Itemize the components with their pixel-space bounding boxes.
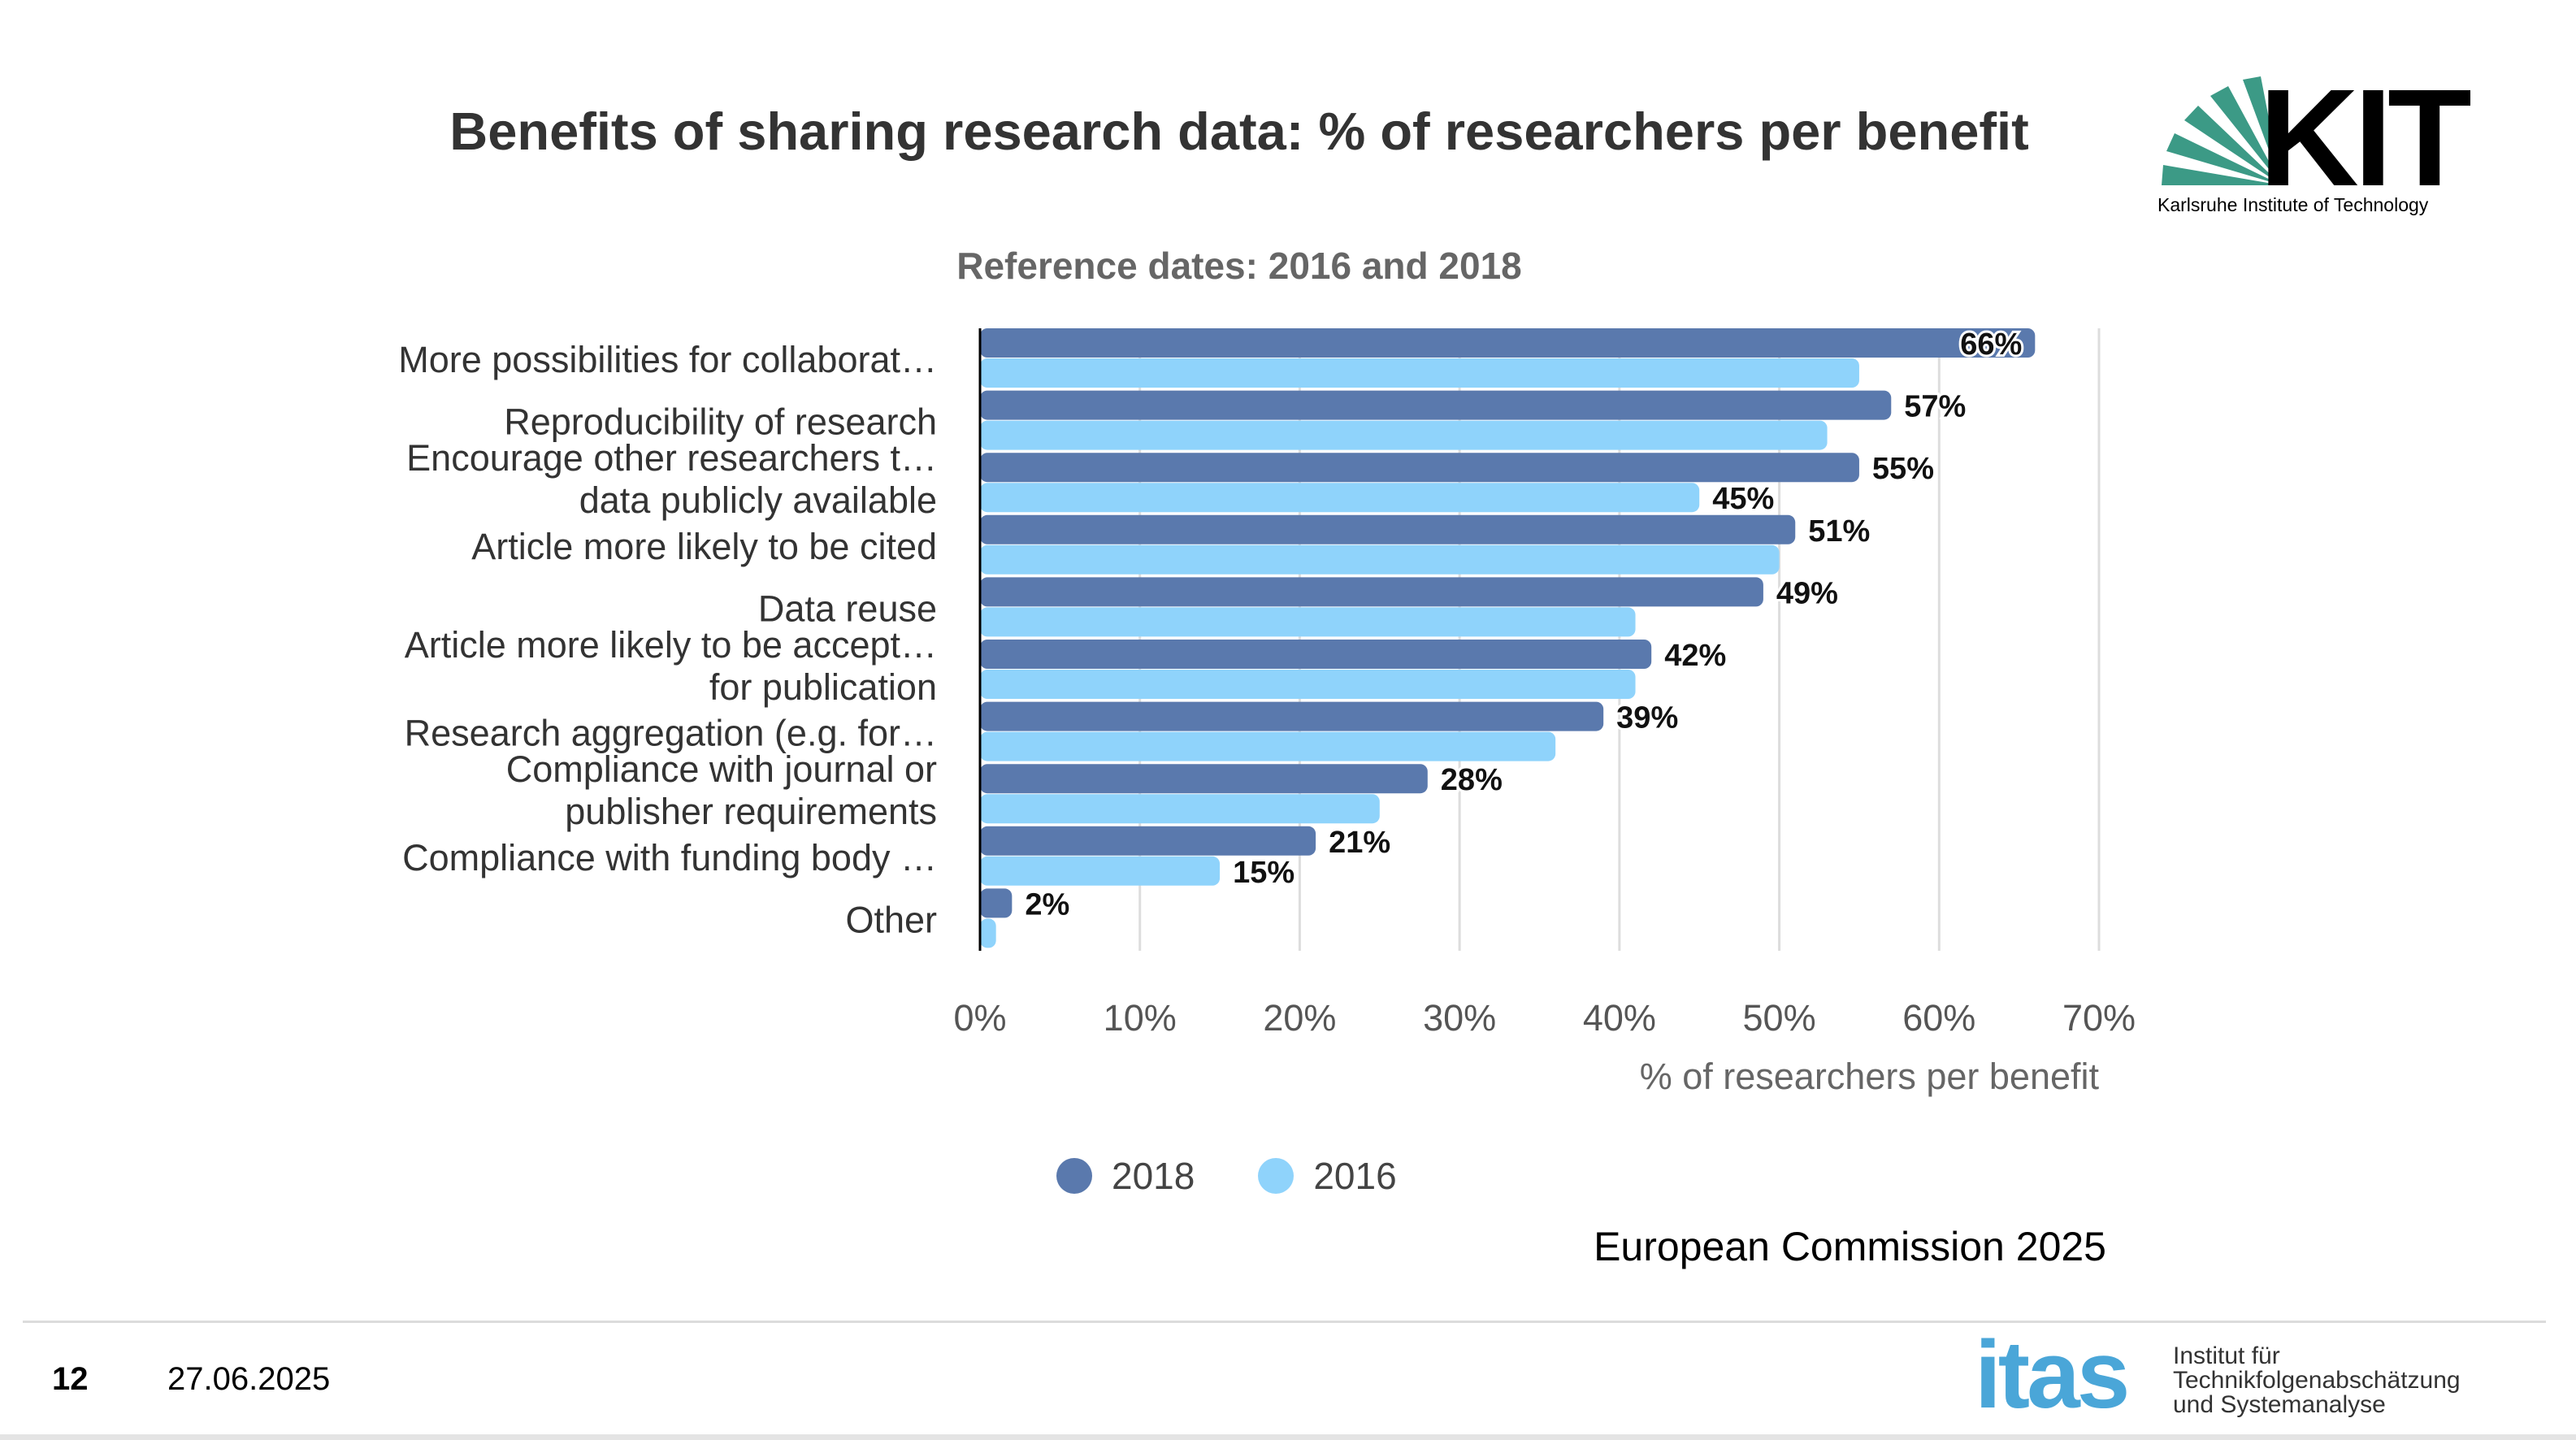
page-number: 12 xyxy=(52,1361,89,1397)
bar[interactable] xyxy=(980,514,1796,544)
itas-caption-line-3: und Systemanalyse xyxy=(2173,1391,2386,1418)
category-label: Compliance with funding body … xyxy=(402,837,937,878)
bar[interactable] xyxy=(980,483,1700,513)
kit-logo-caption: Karlsruhe Institute of Technology xyxy=(2158,194,2429,215)
itas-caption-line-1: Institut für xyxy=(2173,1342,2280,1369)
bars xyxy=(980,328,2036,948)
category-label: Other xyxy=(845,899,937,940)
bar-value-label: 15% xyxy=(1233,856,1295,890)
itas-caption-line-2: Technikfolgenabschätzung xyxy=(2173,1367,2461,1394)
kit-logo-text: KIT xyxy=(2259,72,2470,215)
x-tick-label: 20% xyxy=(1263,997,1336,1039)
category-label: Article more likely to be cited xyxy=(471,526,937,567)
bar-value-label: 28% xyxy=(1441,763,1503,797)
bar[interactable] xyxy=(980,764,1428,794)
bar-value-label: 49% xyxy=(1776,576,1838,610)
bar[interactable] xyxy=(980,420,1828,450)
itas-logo: itas Institut für Technikfolgenabschätzu… xyxy=(1975,1326,2461,1424)
bar[interactable] xyxy=(980,544,1780,575)
chart-title: Benefits of sharing research data: % of … xyxy=(449,102,2029,161)
bar[interactable] xyxy=(980,731,1556,761)
bar[interactable] xyxy=(980,390,1892,420)
bar[interactable] xyxy=(980,670,1636,699)
data-labels: 66% 57% 55% 45% 51% 49% 42% 39% 28% 21% 15% 2% xyxy=(1022,325,2024,924)
bar[interactable] xyxy=(980,918,996,948)
bar-chart: 66% 57% 55% 45% 51% 49% 42% 39% 28% 21% 15% 2% More… xyxy=(398,325,2136,1097)
x-tick-label: 60% xyxy=(1902,997,1975,1039)
bar-value-label: 2% xyxy=(1025,887,1069,922)
category-label: data publicly available xyxy=(579,479,937,521)
bar[interactable] xyxy=(980,888,1013,918)
x-axis-title: % of researchers per benefit xyxy=(1640,1056,2100,1097)
bar-value-label: 55% xyxy=(1872,452,1934,486)
bar-value-label: 21% xyxy=(1329,826,1390,860)
category-label: Encourage other researchers t… xyxy=(406,437,937,479)
legend-2016-label: 2016 xyxy=(1313,1155,1397,1197)
bar[interactable] xyxy=(980,577,1763,607)
bar[interactable] xyxy=(980,856,1221,886)
category-label: Data reuse xyxy=(758,588,937,629)
legend-2018-dot-icon xyxy=(1056,1158,1092,1194)
bar[interactable] xyxy=(980,358,1859,388)
bar[interactable] xyxy=(980,453,1859,483)
kit-logo-fan-icon xyxy=(2162,76,2282,185)
itas-logo-text: itas xyxy=(1975,1326,2127,1424)
x-tick-label: 40% xyxy=(1583,997,1656,1039)
category-label: for publication xyxy=(709,666,937,708)
bar-value-label: 66% xyxy=(1960,327,2022,362)
category-label: Article more likely to be accept… xyxy=(405,624,937,666)
bar[interactable] xyxy=(980,640,1652,669)
legend-item-2018[interactable]: 2018 xyxy=(1056,1154,1195,1198)
bottom-bar xyxy=(0,1434,2576,1440)
legend-item-2016[interactable]: 2016 xyxy=(1258,1154,1397,1198)
category-label: publisher requirements xyxy=(565,791,937,832)
bar[interactable] xyxy=(980,826,1316,856)
bar-value-label: 42% xyxy=(1664,639,1726,673)
bar-value-label: 51% xyxy=(1808,514,1870,549)
x-tick-label: 50% xyxy=(1743,997,1816,1039)
bar-value-label: 39% xyxy=(1616,701,1678,735)
bar[interactable] xyxy=(980,701,1604,731)
chart-legend: 2018 2016 xyxy=(1056,1154,1397,1198)
footer-divider xyxy=(23,1321,2546,1323)
category-label: More possibilities for collaborat… xyxy=(398,339,937,380)
bar[interactable] xyxy=(980,794,1380,824)
category-label: Compliance with journal or xyxy=(506,748,937,790)
page-date: 27.06.2025 xyxy=(167,1361,331,1397)
bar-value-label: 57% xyxy=(1904,390,1966,424)
x-tick-labels: 0% 10% 20% 30% 40% 50% 60% 70% xyxy=(953,997,2136,1039)
x-tick-label: 10% xyxy=(1104,997,1177,1039)
category-label: Research aggregation (e.g. for… xyxy=(405,713,937,754)
category-labels: More possibilities for collaborat… Reprod… xyxy=(398,339,937,940)
x-tick-label: 0% xyxy=(953,997,1006,1039)
bar-value-label: 45% xyxy=(1712,482,1774,516)
legend-2018-label: 2018 xyxy=(1112,1155,1195,1197)
bar[interactable] xyxy=(980,607,1636,637)
chart-subtitle: Reference dates: 2016 and 2018 xyxy=(956,245,1522,287)
kit-logo: KIT Karlsruhe Institute of Technology xyxy=(2158,72,2470,215)
x-tick-label: 30% xyxy=(1423,997,1496,1039)
x-tick-label: 70% xyxy=(2062,997,2136,1039)
bar[interactable] xyxy=(980,328,2036,358)
source-citation: European Commission 2025 xyxy=(1594,1224,2106,1269)
legend-2016-dot-icon xyxy=(1258,1158,1295,1194)
category-label: Reproducibility of research xyxy=(504,401,937,443)
